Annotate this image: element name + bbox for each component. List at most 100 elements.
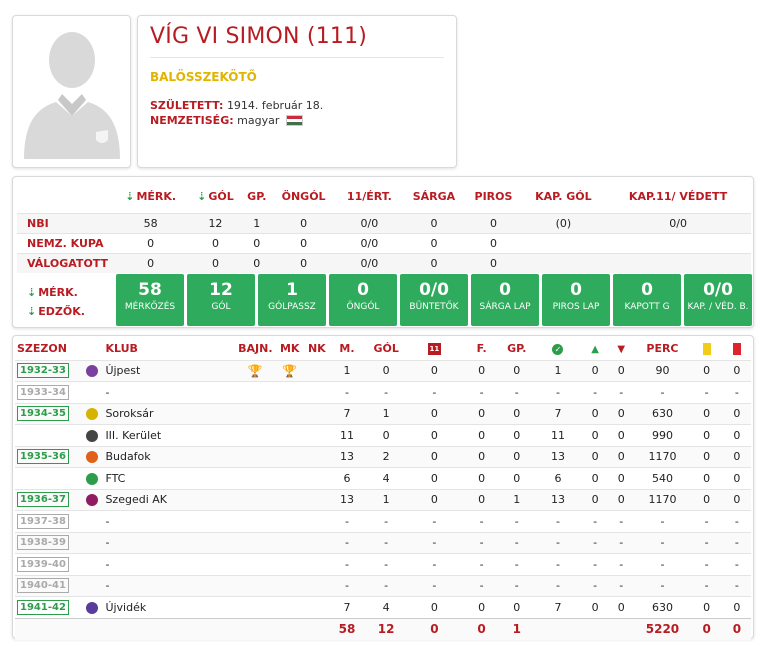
- total-m: 58: [326, 617, 368, 640]
- season-link[interactable]: 1937-38: [17, 513, 69, 529]
- col-yellow[interactable]: [691, 338, 723, 360]
- stat-cell-down: -: [608, 381, 635, 403]
- stat-cell-y: -: [690, 381, 723, 403]
- season-link[interactable]: 1939-40: [17, 556, 69, 572]
- legend-matches[interactable]: ⇣ MÉRK.: [27, 286, 78, 299]
- career-row: 1939-40- - - - - - - - - - - -: [15, 553, 751, 575]
- check-icon: ✓: [552, 344, 564, 356]
- season-link[interactable]: 1938-39: [17, 535, 69, 551]
- stat-cell-up: -: [582, 381, 609, 403]
- club-name[interactable]: Újvidék: [105, 596, 239, 618]
- col-sub-out[interactable]: ▼: [608, 338, 634, 360]
- summary-cell: 0/0: [336, 252, 403, 273]
- nk-cell: [306, 553, 327, 575]
- stat-cell-r: 0: [722, 402, 751, 425]
- summary-col-0[interactable]: ⇣ MÉRK.: [125, 189, 177, 203]
- col-club[interactable]: KLUB: [105, 342, 138, 356]
- season-link[interactable]: 1932-33: [17, 363, 69, 379]
- summary-col-8[interactable]: KAP.11/ VÉDETT: [628, 189, 728, 203]
- club-icon-cell: [79, 574, 106, 597]
- season-cell: 1934-35: [15, 402, 80, 425]
- gold-trophy-icon: 🏆: [247, 363, 263, 378]
- col-sub-in[interactable]: ▲: [582, 338, 608, 360]
- stat-cell-m: -: [326, 553, 368, 575]
- stat-tile-label: MÉRKŐZÉS: [124, 302, 176, 312]
- career-row: 1941-42 Újvidék 7 4 0 0 0 7 0 0 630 0 0: [15, 596, 751, 618]
- stat-cell-p: -: [405, 574, 464, 597]
- club-crest-icon: [86, 494, 99, 507]
- stat-cell-f: 0: [463, 467, 500, 489]
- summary-col-3[interactable]: ÖNGÓL: [281, 189, 326, 203]
- summary-col-6[interactable]: PIROS: [474, 189, 513, 203]
- career-row: 1937-38- - - - - - - - - - - -: [15, 510, 751, 532]
- club-name[interactable]: Soroksár: [105, 402, 239, 425]
- col-season[interactable]: SZEZON: [17, 342, 67, 356]
- col-started[interactable]: ✓: [534, 338, 582, 360]
- stat-cell-y: 0: [690, 359, 723, 382]
- col-champ[interactable]: BAJN.: [238, 342, 273, 356]
- cup-cell: [272, 510, 307, 532]
- player-photo-panel: [12, 15, 131, 168]
- summary-col-5[interactable]: SÁRGA: [412, 189, 456, 203]
- summary-col-7[interactable]: KAP. GÓL: [535, 189, 592, 203]
- stat-cell-f: -: [463, 531, 500, 554]
- col-goals[interactable]: GÓL: [373, 342, 399, 356]
- summary-col-2[interactable]: GP.: [247, 189, 267, 203]
- col-minutes[interactable]: PERC: [646, 342, 679, 356]
- career-row: 1932-33 Újpest 🏆 🏆 1 0 0 0 0 1 0 0 90 0 0: [15, 359, 751, 382]
- player-position: BALÖSSZEKÖTŐ: [150, 70, 257, 84]
- arrow-down-icon: ▼: [617, 344, 626, 356]
- stat-cell-f: -: [463, 553, 500, 575]
- stat-cell-g: -: [367, 531, 406, 554]
- stat-cell-gp: 1: [499, 488, 534, 511]
- season-link[interactable]: 1934-35: [17, 406, 69, 422]
- club-name[interactable]: Újpest: [105, 359, 239, 382]
- summary-row-label: VÁLOGATOTT: [17, 252, 113, 273]
- season-link[interactable]: 1936-37: [17, 492, 69, 508]
- club-name[interactable]: III. Kerület: [105, 424, 239, 446]
- champ-cell: [238, 596, 273, 618]
- stat-cell-g: 4: [367, 467, 406, 489]
- col-f[interactable]: F.: [476, 342, 487, 356]
- stat-cell-gp: -: [499, 531, 534, 554]
- stat-cell-min: 540: [634, 467, 691, 489]
- stat-cell-m: -: [326, 574, 368, 597]
- col-nk[interactable]: NK: [307, 342, 326, 356]
- club-icon-cell: [79, 381, 106, 403]
- season-link[interactable]: 1940-41: [17, 578, 69, 594]
- col-gp[interactable]: GP.: [507, 342, 527, 356]
- career-panel: SZEZON KLUB BAJN. MK NK M. GÓL 11 F. GP.…: [12, 335, 754, 640]
- stat-cell-g: 4: [367, 596, 406, 618]
- stat-cell-g: -: [367, 381, 406, 403]
- col-apps[interactable]: M.: [339, 342, 355, 356]
- col-red[interactable]: [723, 338, 751, 360]
- club-name[interactable]: FTC: [105, 467, 239, 489]
- summary-cell: 0: [465, 232, 522, 253]
- summary-col-1[interactable]: ⇣ GÓL: [197, 189, 234, 203]
- stat-cell-min: -: [634, 381, 691, 403]
- stat-tile: 0/0 BÜNTETŐK: [400, 274, 468, 326]
- season-cell: 1936-37: [15, 488, 80, 511]
- stat-cell-p: -: [405, 381, 464, 403]
- club-name[interactable]: Szegedi AK: [105, 488, 239, 511]
- summary-row: NEMZ. KUPA 0 0 0 0 0/0 0 0: [17, 232, 751, 253]
- col-penalty[interactable]: 11: [405, 338, 463, 360]
- hungarian-flag-icon: [285, 115, 303, 126]
- legend-coaches[interactable]: ⇣ EDZŐK.: [27, 305, 85, 318]
- stat-cell-g: -: [367, 510, 406, 532]
- season-link[interactable]: 1933-34: [17, 384, 69, 400]
- club-crest-icon: [86, 601, 99, 614]
- club-name: -: [105, 574, 239, 597]
- col-cup[interactable]: MK: [279, 342, 300, 356]
- club-name[interactable]: Budafok: [105, 445, 239, 468]
- summary-col-4[interactable]: 11/ÉRT.: [346, 189, 392, 203]
- nk-cell: [306, 467, 327, 489]
- cup-cell: [272, 424, 307, 446]
- stat-cell-s: -: [533, 510, 583, 532]
- season-link[interactable]: 1935-36: [17, 449, 69, 465]
- summary-cell: 0: [465, 252, 522, 273]
- season-link[interactable]: 1941-42: [17, 599, 69, 615]
- club-icon-cell: [79, 596, 106, 618]
- season-cell: 1941-42: [15, 596, 80, 618]
- stat-tile-label: BÜNTETŐK: [409, 302, 459, 312]
